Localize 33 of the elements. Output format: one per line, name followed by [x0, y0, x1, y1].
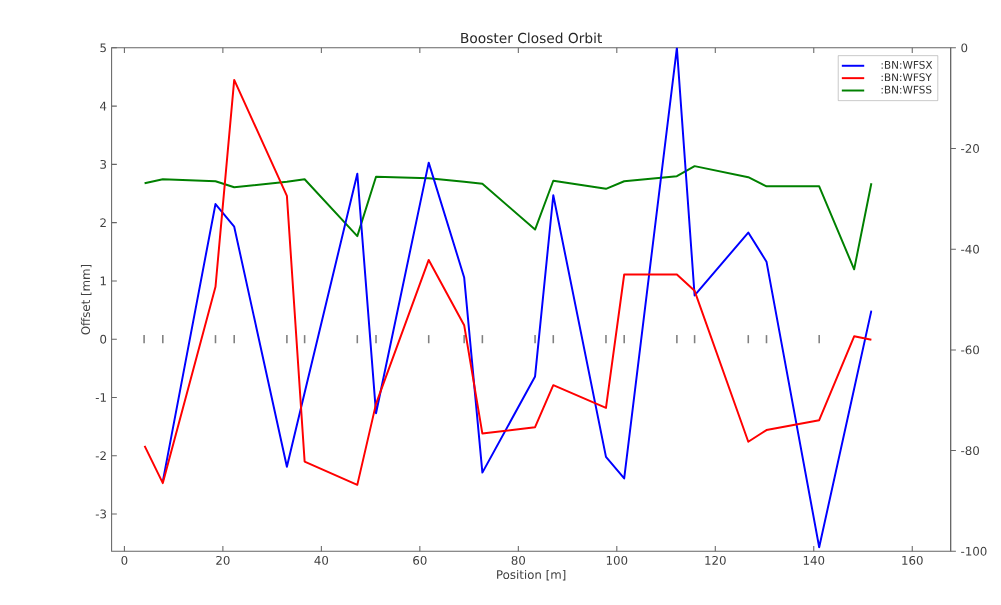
- y-tick-label: -3: [95, 509, 107, 519]
- x-tick-label: 40: [314, 555, 329, 565]
- x-tick-label: 160: [902, 555, 923, 565]
- y2-tick-label: 0: [961, 43, 968, 53]
- y2-tick-label: -20: [961, 143, 980, 153]
- legend-label: :BN:WFSX: [881, 60, 933, 69]
- line-series: [161, 47, 873, 548]
- line-series: [143, 78, 873, 486]
- y-tick-label: -2: [95, 451, 106, 460]
- y-tick-label: -1: [95, 392, 106, 402]
- x-tick-label: 140: [803, 555, 825, 565]
- legend-label: :BN:WFSS: [881, 85, 932, 94]
- y-tick-label: 4: [100, 101, 107, 111]
- y-tick-label: 2: [100, 218, 106, 227]
- y2-tick-label: -100: [961, 546, 987, 556]
- y-tick-label: 1: [100, 276, 106, 286]
- x-tick-label: 60: [413, 555, 427, 565]
- y-tick-label: 5: [100, 43, 106, 53]
- y-axis-title: Offset [mm]: [80, 264, 92, 335]
- legend-label: :BN:WFSY: [881, 73, 932, 81]
- y2-tick-label: -40: [961, 244, 980, 254]
- y2-tick-label: -60: [961, 345, 980, 355]
- y2-tick-label: -80: [961, 445, 980, 455]
- y-tick-label: 0: [100, 334, 107, 344]
- x-tick-label: 20: [216, 555, 230, 565]
- chart-title: Booster Closed Orbit: [461, 32, 602, 43]
- x-tick-label: 0: [121, 555, 128, 565]
- x-tick-label: 100: [606, 555, 628, 565]
- x-axis-title: Position [m]: [497, 569, 566, 581]
- line-series: [143, 164, 873, 271]
- y-tick-label: 3: [100, 159, 107, 169]
- x-tick-label: 80: [511, 555, 526, 565]
- x-tick-label: 120: [705, 555, 726, 565]
